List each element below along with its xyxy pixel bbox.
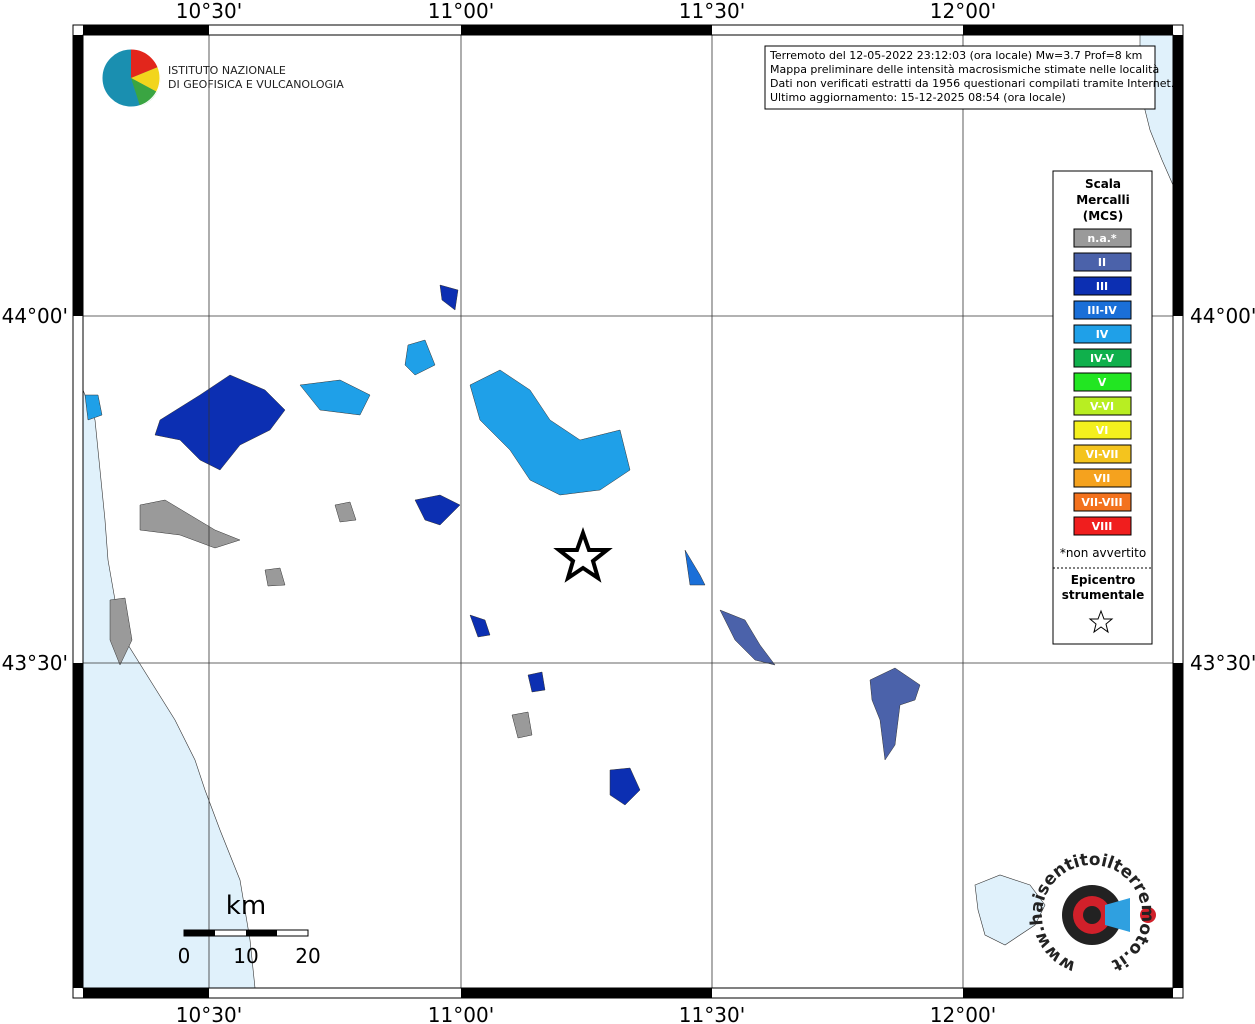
y-label-left: 43°30'	[2, 651, 68, 675]
scale-label: 20	[295, 944, 320, 968]
legend-swatch	[1073, 276, 1132, 296]
scale-labels: km 0 10 20	[178, 891, 321, 968]
legend-swatch	[1073, 516, 1132, 536]
map-frame	[72, 24, 1184, 999]
legend-title: (MCS)	[1083, 209, 1124, 223]
info-box	[764, 45, 1156, 110]
legend-label: II	[1098, 256, 1106, 269]
site-logo	[1062, 885, 1156, 945]
legend-label: V	[1098, 376, 1107, 389]
legend-swatch	[1073, 468, 1132, 488]
scale-label: 0	[178, 944, 191, 968]
legend-swatch	[1073, 252, 1132, 272]
legend-swatch	[1073, 300, 1132, 320]
graticule	[83, 35, 1173, 988]
legend-label: VI-VII	[1085, 448, 1118, 461]
y-label-right: 43°30'	[1190, 651, 1255, 675]
legend-label: VII	[1094, 472, 1111, 485]
legend-label: VIII	[1092, 520, 1113, 533]
y-label-right: 44°00'	[1190, 304, 1255, 328]
legend-label: III-IV	[1087, 304, 1117, 317]
legend: ScalaMercalli(MCS)n.a.*IIIIIIII-IVIVIV-V…	[1060, 177, 1146, 602]
epicenter-label: Epicentro	[1071, 573, 1136, 587]
scale-label: 10	[233, 944, 258, 968]
x-label-bottom: 11°00'	[428, 1003, 494, 1024]
legend-swatch	[1073, 444, 1132, 464]
x-label-top: 11°30'	[679, 0, 745, 23]
legend-swatch	[1073, 228, 1132, 248]
map-area	[83, 35, 1173, 988]
legend-label: V-VI	[1090, 400, 1114, 413]
x-label-top: 11°00'	[428, 0, 494, 23]
epicenter-star	[553, 526, 613, 583]
legend-label: III	[1096, 280, 1108, 293]
info-lines: Terremoto del 12-05-2022 23:12:03 (ora l…	[769, 49, 1174, 104]
info-line: Mappa preliminare delle intensità macros…	[770, 63, 1159, 76]
logo-line: ISTITUTO NAZIONALE	[168, 64, 286, 77]
legend-swatch	[1073, 324, 1132, 344]
info-line: Dati non verificati estratti da 1956 que…	[770, 77, 1174, 90]
legend-swatch	[1073, 396, 1132, 416]
legend-title: Mercalli	[1076, 193, 1130, 207]
legend-swatch	[1073, 372, 1132, 392]
x-label-top: 12°00'	[930, 0, 996, 23]
ingv-logo: ISTITUTO NAZIONALE DI GEOFISICA E VULCAN…	[101, 48, 344, 108]
legend-footnote: *non avvertito	[1060, 546, 1146, 560]
island	[974, 874, 1046, 946]
x-label-bottom: 12°00'	[930, 1003, 996, 1024]
legend-swatch	[1073, 420, 1132, 440]
legend-label: IV	[1096, 328, 1109, 341]
y-label-left: 44°00'	[2, 304, 68, 328]
legend-label: IV-V	[1090, 352, 1115, 365]
epicenter-label: strumentale	[1062, 588, 1145, 602]
scale-unit: km	[226, 891, 266, 921]
intensity-areas	[84, 284, 921, 806]
sea	[82, 389, 256, 989]
legend-label: n.a.*	[1087, 232, 1117, 245]
legend-label: VII-VIII	[1081, 496, 1122, 509]
legend-title: Scala	[1085, 177, 1121, 191]
x-label-bottom: 10°30'	[176, 1003, 242, 1024]
x-label-bottom: 11°30'	[679, 1003, 745, 1024]
scale-bar	[183, 929, 309, 937]
info-line: Terremoto del 12-05-2022 23:12:03 (ora l…	[769, 49, 1142, 62]
legend-label: VI	[1096, 424, 1109, 437]
legend-swatch	[1073, 348, 1132, 368]
legend-swatch	[1073, 492, 1132, 512]
x-label-top: 10°30'	[176, 0, 242, 23]
logo-line: DI GEOFISICA E VULCANOLOGIA	[168, 78, 344, 91]
info-line: Ultimo aggiornamento: 15-12-2025 08:54 (…	[770, 91, 1066, 104]
legend-star	[1088, 609, 1114, 634]
